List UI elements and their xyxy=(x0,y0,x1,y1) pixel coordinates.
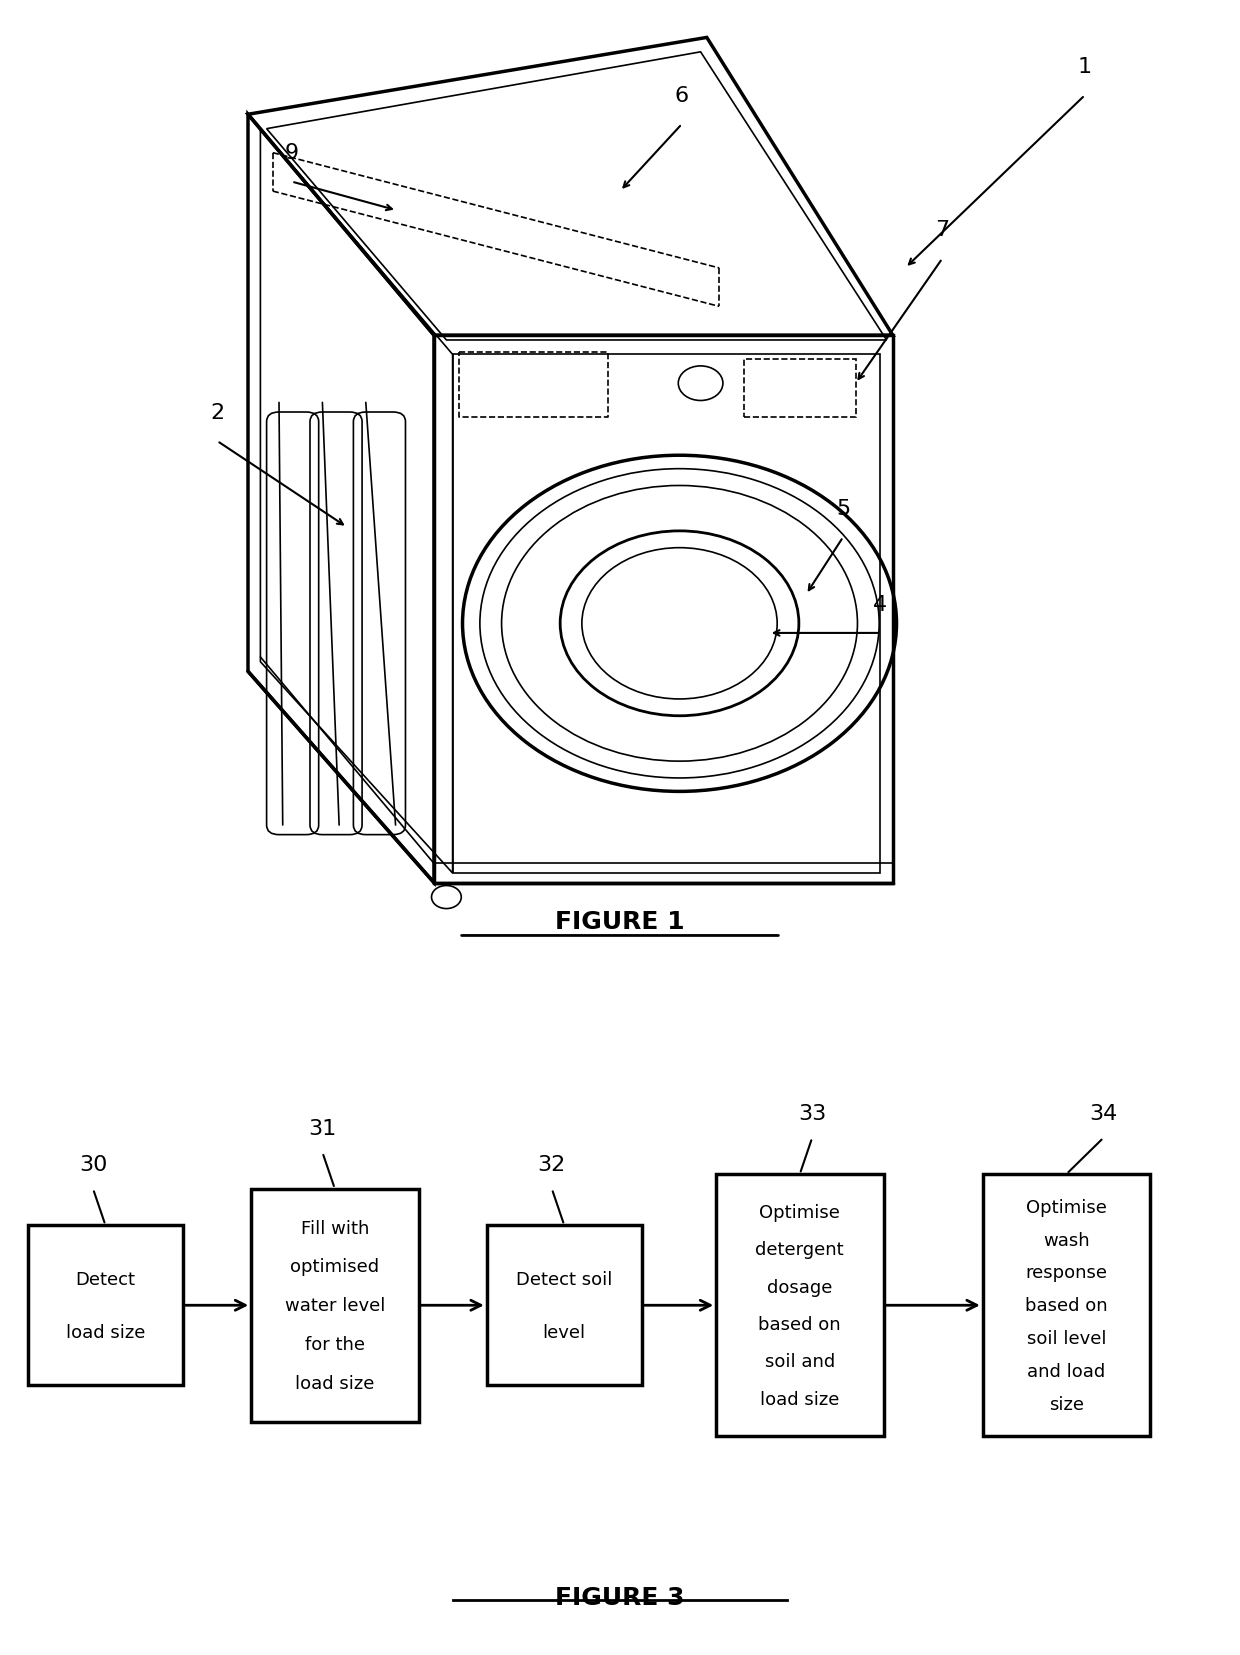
Text: 5: 5 xyxy=(836,498,851,518)
Text: load size: load size xyxy=(760,1390,839,1408)
Text: based on: based on xyxy=(759,1316,841,1334)
Text: Fill with: Fill with xyxy=(300,1218,370,1236)
Text: 1: 1 xyxy=(1078,56,1092,76)
Text: load size: load size xyxy=(66,1322,145,1341)
Bar xyxy=(982,1175,1149,1437)
Text: dosage: dosage xyxy=(768,1278,832,1296)
Text: detergent: detergent xyxy=(755,1240,844,1258)
Text: Detect soil: Detect soil xyxy=(516,1269,613,1288)
Bar xyxy=(744,361,856,417)
Text: 31: 31 xyxy=(309,1119,336,1139)
Text: 2: 2 xyxy=(210,402,224,422)
Text: Optimise: Optimise xyxy=(759,1203,841,1221)
Text: Optimise: Optimise xyxy=(1025,1198,1107,1216)
Text: 34: 34 xyxy=(1090,1104,1117,1124)
Text: Detect: Detect xyxy=(76,1269,135,1288)
Text: water level: water level xyxy=(285,1296,384,1314)
Text: soil and: soil and xyxy=(765,1352,835,1370)
Text: response: response xyxy=(1025,1264,1107,1281)
Text: level: level xyxy=(543,1322,585,1341)
Text: and load: and load xyxy=(1027,1362,1106,1380)
Text: optimised: optimised xyxy=(290,1258,379,1276)
Text: 9: 9 xyxy=(284,144,299,164)
Bar xyxy=(250,1188,419,1422)
Bar xyxy=(29,1225,184,1385)
Bar xyxy=(486,1225,642,1385)
Text: size: size xyxy=(1049,1395,1084,1413)
Text: 32: 32 xyxy=(538,1155,565,1175)
Text: based on: based on xyxy=(1025,1296,1107,1314)
Text: wash: wash xyxy=(1043,1231,1090,1250)
Text: 30: 30 xyxy=(79,1155,107,1175)
Text: 6: 6 xyxy=(675,86,689,106)
Text: load size: load size xyxy=(295,1374,374,1392)
Text: for the: for the xyxy=(305,1336,365,1354)
Text: 4: 4 xyxy=(873,594,888,614)
Circle shape xyxy=(432,885,461,909)
Text: 7: 7 xyxy=(935,220,950,240)
Text: FIGURE 1: FIGURE 1 xyxy=(556,910,684,933)
Text: FIGURE 3: FIGURE 3 xyxy=(556,1585,684,1609)
Text: 33: 33 xyxy=(799,1104,826,1124)
Bar xyxy=(717,1175,883,1437)
Text: soil level: soil level xyxy=(1027,1329,1106,1347)
